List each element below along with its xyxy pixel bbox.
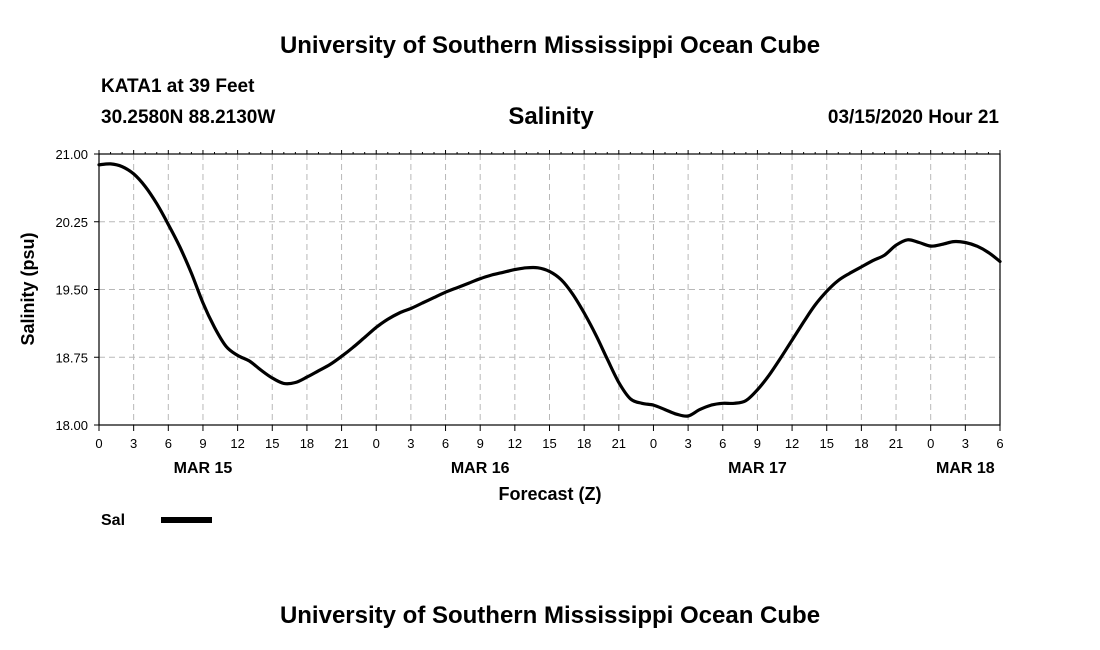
- x-tick-label: 6: [719, 436, 726, 451]
- x-tick-label: 12: [508, 436, 522, 451]
- legend: Sal: [101, 512, 212, 529]
- x-tick-label: 15: [819, 436, 833, 451]
- x-tick-label: 9: [754, 436, 761, 451]
- x-date-label: MAR 18: [936, 460, 995, 477]
- x-tick-label: 0: [650, 436, 657, 451]
- x-tick-label: 3: [962, 436, 969, 451]
- x-tick-label: 3: [130, 436, 137, 451]
- x-tick-label: 18: [300, 436, 314, 451]
- x-tick-label: 0: [95, 436, 102, 451]
- footer-title: University of Southern Mississippi Ocean…: [279, 602, 821, 629]
- y-tick-label: 18.75: [55, 350, 88, 365]
- x-tick-label: 6: [996, 436, 1003, 451]
- legend-label: Sal: [101, 512, 125, 529]
- x-tick-label: 15: [265, 436, 279, 451]
- y-tick-label: 18.00: [55, 418, 88, 433]
- x-tick-label: 21: [889, 436, 903, 451]
- chart-title: Salinity: [508, 103, 594, 130]
- x-tick-label: 6: [442, 436, 449, 451]
- y-tick-label: 19.50: [55, 283, 88, 298]
- y-tick-label: 21.00: [55, 147, 88, 162]
- x-tick-label: 3: [407, 436, 414, 451]
- x-axis-label: Forecast (Z): [498, 484, 601, 504]
- x-tick-label: 9: [477, 436, 484, 451]
- x-date-label: MAR 15: [174, 460, 233, 477]
- station-coordinates: 30.2580N 88.2130W: [101, 107, 276, 128]
- x-tick-label: 0: [927, 436, 934, 451]
- x-tick-label: 12: [785, 436, 799, 451]
- y-axis-label: Salinity (psu): [18, 232, 38, 345]
- data-marks: [97, 162, 1002, 418]
- x-tick-label: 3: [684, 436, 691, 451]
- series-line-sal: [97, 162, 1002, 418]
- forecast-datetime: 03/15/2020 Hour 21: [827, 107, 999, 128]
- y-tick-label: 20.25: [55, 215, 88, 230]
- x-tick-label: 15: [542, 436, 556, 451]
- x-tick-label: 18: [854, 436, 868, 451]
- page-title: University of Southern Mississippi Ocean…: [279, 32, 821, 59]
- x-tick-label: 21: [334, 436, 348, 451]
- x-tick-label: 12: [230, 436, 244, 451]
- station-name: KATA1 at 39 Feet: [101, 76, 255, 97]
- x-tick-label: 18: [577, 436, 591, 451]
- grid-lines: [99, 154, 1000, 425]
- x-ticks: 0 3 6 9 12 15 18 21 0 3 6 9 12 15 18 21 0 3 6 9 12 15 18 21 0 3 6M…: [95, 150, 1004, 477]
- x-tick-label: 9: [199, 436, 206, 451]
- x-tick-label: 21: [612, 436, 626, 451]
- x-tick-label: 0: [373, 436, 380, 451]
- x-date-label: MAR 17: [728, 460, 787, 477]
- x-tick-label: 6: [165, 436, 172, 451]
- x-date-label: MAR 16: [451, 460, 510, 477]
- y-ticks: 18.00 18.75 19.50 20.25 21.00: [55, 147, 99, 433]
